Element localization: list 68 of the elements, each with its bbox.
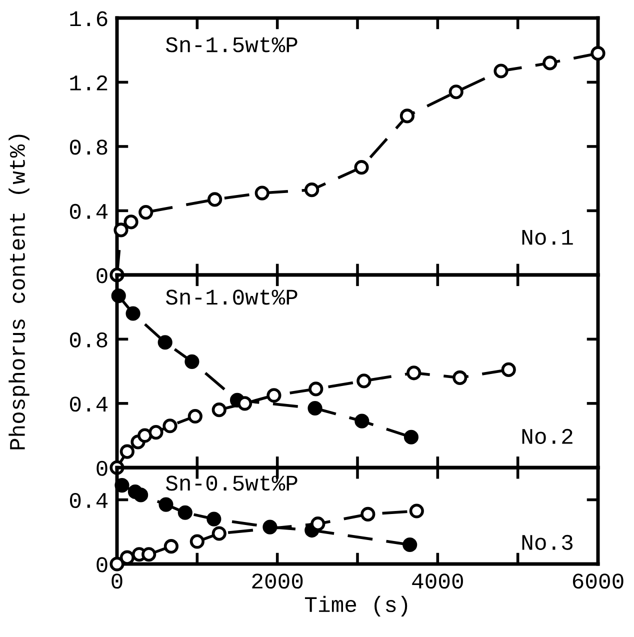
point bbox=[178, 505, 192, 520]
point bbox=[164, 539, 178, 554]
point bbox=[501, 362, 516, 377]
point bbox=[494, 64, 508, 78]
y-tick-label: 0 bbox=[96, 268, 108, 284]
point bbox=[400, 108, 414, 124]
point bbox=[126, 306, 140, 321]
point bbox=[212, 526, 226, 541]
point bbox=[356, 374, 372, 388]
y-tick-label: 0.4 bbox=[70, 204, 108, 219]
annotation: No.3 bbox=[522, 534, 573, 550]
point bbox=[308, 382, 324, 396]
point bbox=[114, 478, 130, 493]
y-tick-label: 0 bbox=[96, 460, 108, 476]
y-axis-title: Phosphorus content (wt%) bbox=[8, 134, 30, 450]
point bbox=[114, 222, 128, 238]
point bbox=[404, 430, 419, 444]
y-tick-label: 1.2 bbox=[70, 75, 108, 90]
point bbox=[134, 488, 148, 502]
y-tick-label: 0 bbox=[96, 557, 108, 572]
point bbox=[184, 354, 200, 369]
point bbox=[212, 402, 226, 418]
point bbox=[452, 370, 468, 386]
x-tick-label: 4000 bbox=[412, 574, 463, 589]
point bbox=[142, 547, 156, 562]
annotation: No.2 bbox=[522, 428, 572, 444]
point bbox=[266, 388, 282, 403]
point bbox=[542, 56, 558, 70]
point bbox=[110, 556, 124, 572]
point bbox=[354, 160, 369, 175]
y-tick-label: 0.8 bbox=[70, 140, 108, 155]
point bbox=[402, 537, 418, 552]
x-tick-label: 0 bbox=[112, 574, 122, 589]
point bbox=[237, 396, 252, 411]
point bbox=[190, 534, 204, 549]
point bbox=[148, 425, 164, 440]
point bbox=[310, 516, 326, 532]
point bbox=[409, 504, 424, 518]
point bbox=[138, 428, 152, 443]
x-tick-label: 6000 bbox=[572, 574, 624, 589]
point bbox=[206, 512, 222, 526]
y-tick-label: 0.4 bbox=[70, 492, 108, 508]
point bbox=[360, 506, 376, 522]
y-tick-label: 0.4 bbox=[70, 396, 108, 412]
annotation: Sn-1.0wt%P bbox=[166, 290, 298, 305]
point bbox=[124, 214, 138, 230]
point bbox=[158, 335, 172, 350]
y-tick-label: 0.8 bbox=[70, 332, 108, 348]
point bbox=[590, 46, 606, 61]
point bbox=[111, 288, 126, 304]
point bbox=[158, 497, 174, 512]
point bbox=[208, 192, 222, 207]
annotation: Sn-1.5wt%P bbox=[166, 37, 298, 52]
y-tick-label: 1.6 bbox=[70, 11, 108, 26]
point bbox=[162, 418, 178, 434]
point bbox=[188, 408, 202, 424]
point bbox=[354, 414, 370, 428]
point bbox=[448, 84, 464, 100]
annotation: No.1 bbox=[522, 230, 573, 245]
annotation: Sn-0.5wt%P bbox=[166, 476, 298, 491]
x-axis-title: Time (s) bbox=[304, 596, 408, 617]
x-tick-label: 2000 bbox=[252, 574, 303, 589]
point bbox=[120, 444, 134, 459]
point bbox=[254, 186, 270, 200]
point bbox=[406, 366, 422, 380]
point bbox=[308, 400, 322, 416]
point bbox=[304, 182, 320, 198]
point bbox=[138, 205, 154, 220]
